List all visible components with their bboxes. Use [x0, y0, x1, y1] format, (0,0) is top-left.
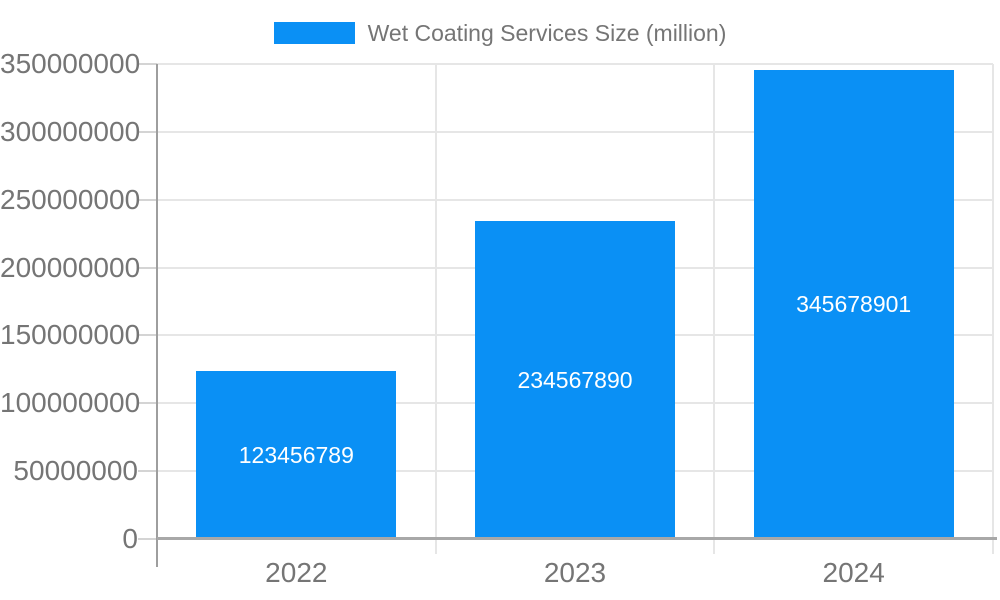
y-axis-tick	[138, 266, 157, 269]
x-axis-label-2022: 2022	[265, 557, 328, 588]
y-axis-label: 200000000	[0, 251, 141, 283]
y-axis-label: 150000000	[0, 319, 141, 351]
y-axis-label: 250000000	[0, 183, 141, 215]
bar-2023[interactable]	[475, 220, 675, 539]
x-gridline	[434, 64, 437, 554]
y-axis-label: 100000000	[0, 387, 141, 419]
y-axis-tick	[138, 334, 157, 337]
bar-value-label: 234567890	[517, 366, 633, 393]
bar-2022[interactable]	[196, 371, 397, 539]
x-axis-label-2024: 2024	[822, 557, 885, 588]
y-axis-tick	[138, 63, 157, 65]
y-axis-tick	[138, 402, 157, 405]
x-axis-label-2023: 2023	[543, 557, 607, 588]
x-gridline	[713, 64, 716, 554]
y-gridline	[157, 63, 993, 65]
y-axis-label: 300000000	[0, 115, 141, 147]
y-gridline	[157, 130, 993, 133]
legend-label: Wet Coating Services Size (million)	[367, 20, 727, 46]
y-axis-tick	[138, 538, 157, 540]
legend-swatch	[273, 22, 355, 44]
bar-2024[interactable]	[753, 69, 954, 539]
y-axis-tick	[138, 470, 157, 473]
x-gridline	[992, 64, 994, 554]
y-axis-line	[156, 64, 158, 567]
y-axis-label: 0	[122, 523, 138, 554]
y-axis-label: 350000000	[0, 48, 141, 79]
bar-value-label: 345678901	[796, 291, 912, 318]
x-axis-line	[157, 537, 997, 540]
y-gridline	[157, 198, 993, 201]
y-axis-label: 50000000	[13, 455, 138, 487]
y-axis-tick	[138, 130, 157, 133]
y-axis-tick	[138, 198, 157, 201]
bar-value-label: 123456789	[238, 442, 354, 469]
legend[interactable]: Wet Coating Services Size (million)	[0, 20, 1000, 46]
